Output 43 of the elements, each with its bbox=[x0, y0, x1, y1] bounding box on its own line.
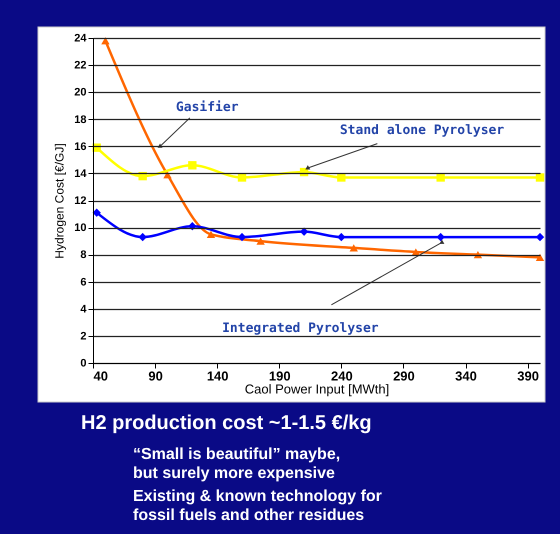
y-tick-label: 22 bbox=[74, 60, 86, 72]
x-tick-label: 340 bbox=[455, 368, 477, 384]
text: “Small is beautiful” maybe, but surely more expensive bbox=[133, 446, 340, 482]
x-axis-title: Caol Power Input [MWth] bbox=[244, 382, 390, 396]
point bbox=[138, 172, 147, 180]
text: Existing & known technology for fossil fuels and other residues bbox=[133, 488, 382, 524]
x-tick-label: 40 bbox=[94, 368, 108, 384]
y-tick-label: 18 bbox=[74, 114, 86, 126]
text: H2 production cost ~1-1.5 €/kg bbox=[81, 412, 372, 434]
point bbox=[238, 232, 246, 242]
point bbox=[92, 208, 101, 217]
x-tick-label: 140 bbox=[206, 368, 229, 384]
point bbox=[536, 232, 544, 242]
x-tick-label: 190 bbox=[268, 368, 291, 384]
point bbox=[436, 173, 445, 182]
y-tick-label: 4 bbox=[80, 303, 88, 316]
y-tick-label: 16 bbox=[74, 140, 86, 153]
y-tick-label: 10 bbox=[74, 222, 86, 234]
text: Stand alone Pyrolyser bbox=[340, 123, 504, 138]
point bbox=[536, 254, 544, 261]
x-tick-label: 90 bbox=[148, 368, 163, 384]
x-tick-label: 290 bbox=[393, 368, 415, 384]
y-axis-title: Hydrogen Cost [€/GJ] bbox=[52, 143, 66, 259]
x-tick-label: 240 bbox=[330, 368, 353, 384]
y-tick-label: 12 bbox=[74, 195, 86, 207]
point bbox=[350, 244, 358, 252]
text: Integrated Pyrolyser bbox=[222, 320, 379, 336]
y-tick-label: 14 bbox=[74, 168, 88, 180]
x-tick-label: 390 bbox=[517, 368, 539, 384]
point bbox=[101, 37, 110, 44]
point bbox=[206, 230, 216, 238]
point bbox=[337, 173, 346, 182]
text: Gasifier bbox=[176, 100, 239, 116]
y-tick-label: 6 bbox=[80, 276, 86, 288]
y-tick-label: 20 bbox=[74, 86, 86, 99]
y-tick-label: 2 bbox=[80, 330, 86, 342]
point bbox=[256, 238, 265, 245]
point bbox=[188, 161, 197, 170]
y-tick-label: 24 bbox=[74, 32, 88, 44]
y-tick-label: 0 bbox=[80, 358, 86, 370]
point bbox=[163, 171, 172, 178]
y-tick-label: 8 bbox=[80, 249, 86, 262]
point bbox=[188, 222, 197, 230]
